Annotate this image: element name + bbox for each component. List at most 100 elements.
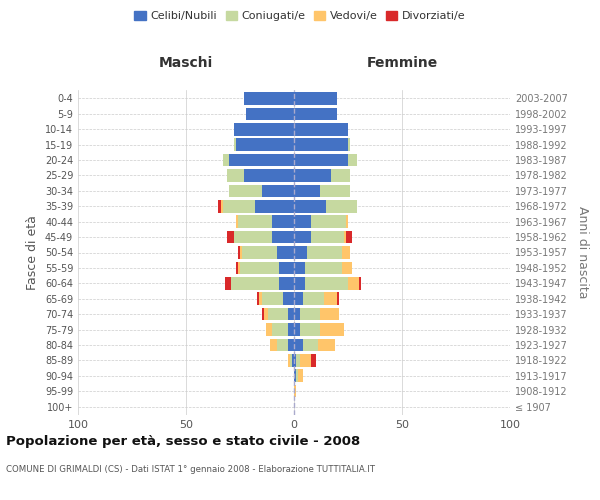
Bar [307,246,341,259]
Bar [233,123,294,136]
Bar [262,184,294,197]
Bar [287,354,290,366]
Bar [240,262,279,274]
Bar [294,385,296,398]
Bar [221,200,223,212]
Bar [344,231,346,243]
Bar [262,292,283,305]
Bar [301,323,320,336]
Text: COMUNE DI GRIMALDI (CS) - Dati ISTAT 1° gennaio 2008 - Elaborazione TUTTITALIA.I: COMUNE DI GRIMALDI (CS) - Dati ISTAT 1° … [6,465,375,474]
Bar [294,246,307,259]
Bar [236,262,238,274]
Bar [238,216,272,228]
Bar [348,138,350,151]
Bar [290,354,292,366]
Bar [233,231,272,243]
Bar [277,246,294,259]
Bar [294,123,348,136]
Bar [311,231,344,243]
Bar [279,262,294,274]
Bar [257,292,259,305]
Bar [348,277,359,289]
Bar [359,277,361,289]
Bar [320,323,344,336]
Bar [346,231,352,243]
Bar [255,200,294,212]
Bar [294,308,301,320]
Bar [301,354,311,366]
Bar [301,308,320,320]
Bar [311,216,346,228]
Bar [294,108,337,120]
Bar [294,262,305,274]
Bar [305,277,348,289]
Bar [331,169,350,182]
Bar [294,216,311,228]
Bar [262,308,264,320]
Bar [236,138,294,151]
Bar [233,138,236,151]
Bar [229,184,262,197]
Bar [341,246,350,259]
Bar [326,200,356,212]
Bar [270,338,277,351]
Y-axis label: Anni di nascita: Anni di nascita [576,206,589,298]
Bar [324,292,337,305]
Bar [294,138,348,151]
Y-axis label: Fasce di età: Fasce di età [26,215,39,290]
Bar [287,323,294,336]
Bar [277,338,287,351]
Bar [294,184,320,197]
Bar [294,231,311,243]
Bar [320,308,340,320]
Bar [296,354,301,366]
Bar [294,370,296,382]
Bar [292,354,294,366]
Bar [294,92,337,105]
Bar [227,231,233,243]
Bar [305,262,341,274]
Bar [294,154,348,166]
Bar [311,354,316,366]
Bar [229,154,294,166]
Bar [240,246,242,259]
Bar [287,308,294,320]
Text: Popolazione per età, sesso e stato civile - 2008: Popolazione per età, sesso e stato civil… [6,435,360,448]
Bar [223,154,229,166]
Bar [346,216,348,228]
Bar [244,92,294,105]
Bar [296,370,298,382]
Bar [294,292,302,305]
Bar [232,277,279,289]
Bar [279,277,294,289]
Text: Femmine: Femmine [367,56,437,70]
Bar [238,246,240,259]
Bar [320,184,350,197]
Bar [298,370,302,382]
Bar [242,246,277,259]
Bar [294,200,326,212]
Bar [302,292,324,305]
Bar [294,169,331,182]
Text: Maschi: Maschi [159,56,213,70]
Bar [294,338,302,351]
Bar [318,338,335,351]
Bar [264,308,268,320]
Bar [294,354,296,366]
Bar [272,323,287,336]
Bar [268,308,287,320]
Bar [337,292,340,305]
Bar [259,292,262,305]
Bar [272,231,294,243]
Bar [341,262,352,274]
Bar [247,108,294,120]
Bar [272,216,294,228]
Bar [223,200,255,212]
Bar [294,323,301,336]
Bar [218,200,221,212]
Bar [287,338,294,351]
Bar [348,154,356,166]
Bar [236,216,238,228]
Bar [266,323,272,336]
Bar [225,277,232,289]
